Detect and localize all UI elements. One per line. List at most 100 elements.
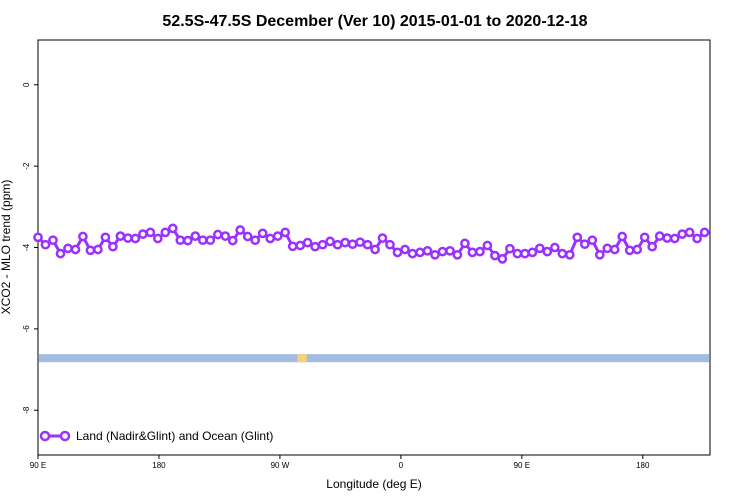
data-point [400, 244, 410, 255]
data-point [512, 248, 523, 259]
data-point [415, 247, 425, 258]
data-point [460, 238, 470, 249]
data-point [123, 233, 133, 243]
data-point [482, 240, 493, 251]
data-point [167, 223, 178, 234]
data-point [48, 235, 58, 246]
data-point [370, 244, 380, 255]
data-point [100, 232, 111, 243]
data-point [310, 241, 320, 252]
data-point [654, 231, 665, 241]
data-point [699, 227, 710, 238]
x-axis: 90 E 180 90 W 0 90 E 180 [30, 455, 650, 470]
data-point [257, 228, 268, 239]
y-tick-label: -2 [22, 162, 31, 170]
data-point [160, 227, 171, 238]
data-point [212, 229, 223, 240]
y-tick-label: -4 [22, 243, 31, 251]
data-point [677, 229, 688, 239]
data-point [617, 231, 628, 242]
data-point [437, 246, 448, 257]
data-point [542, 246, 553, 257]
ocean-band [39, 354, 709, 363]
data-point [497, 254, 508, 264]
data-point [182, 235, 193, 246]
data-point [302, 237, 313, 248]
legend-label: Land (Nadir&Glint) and Ocean (Glint) [76, 429, 273, 443]
y-tick-label: -6 [22, 325, 31, 333]
x-axis-label: Longitude (deg E) [326, 477, 421, 491]
data-point [85, 245, 96, 256]
data-point [579, 239, 590, 250]
data-point [647, 241, 658, 252]
data-point [684, 227, 695, 238]
data-point [295, 240, 306, 251]
data-point [280, 227, 291, 238]
data-point [355, 237, 365, 248]
data-point [624, 245, 635, 256]
data-point [272, 231, 283, 241]
data-point [692, 233, 702, 244]
data-point [572, 232, 583, 243]
data-point [130, 233, 141, 244]
data-point [175, 235, 186, 246]
legend-marker-right [59, 430, 71, 442]
data-point [108, 241, 118, 252]
chart-title: 52.5S-47.5S December (Ver 10) 2015-01-01… [162, 13, 587, 30]
data-point [467, 247, 478, 258]
data-point [505, 243, 515, 254]
y-tick-label: -8 [22, 406, 31, 414]
data-point [138, 229, 148, 239]
data-point [145, 227, 156, 238]
data-point [534, 243, 545, 254]
data-point [93, 244, 103, 255]
y-axis: 0 -2 -4 -6 -8 [22, 82, 38, 414]
data-point [669, 233, 680, 244]
data-point [662, 233, 673, 243]
data-point [115, 231, 126, 241]
data-point [385, 239, 395, 250]
x-tick-label: 90 E [514, 461, 530, 470]
data-point [235, 225, 246, 235]
x-tick-label: 180 [636, 461, 650, 470]
data-point [527, 247, 538, 258]
x-tick-label: 180 [152, 461, 166, 470]
x-tick-label: 0 [399, 461, 404, 470]
data-point [445, 245, 455, 256]
data-point [557, 248, 568, 259]
data-point [340, 237, 350, 248]
data-point [227, 235, 238, 246]
data-point [452, 249, 463, 260]
surface-bands [39, 354, 709, 363]
data-point [55, 248, 66, 259]
x-tick-label: 90 E [30, 461, 46, 470]
data-point [362, 239, 373, 250]
data-point [490, 250, 500, 261]
data-point [430, 249, 440, 260]
data-point [564, 249, 575, 260]
data-point [609, 244, 620, 255]
data-point [250, 235, 261, 246]
x-tick-label: 90 W [271, 461, 290, 470]
data-point [205, 235, 216, 246]
data-point [197, 235, 208, 246]
data-point [587, 235, 598, 246]
data-point [33, 232, 43, 243]
land-patch [297, 354, 307, 363]
data-point [347, 239, 358, 250]
data-series [33, 223, 710, 264]
data-point [287, 241, 298, 252]
data-point [190, 231, 201, 241]
data-point [332, 239, 343, 250]
data-point [407, 248, 418, 259]
data-point [392, 247, 403, 258]
data-point [475, 246, 485, 257]
data-point [594, 249, 605, 260]
data-point [152, 233, 163, 244]
data-point [325, 236, 335, 247]
data-point [422, 245, 433, 256]
legend-marker-left [39, 430, 51, 442]
data-point [70, 244, 81, 255]
